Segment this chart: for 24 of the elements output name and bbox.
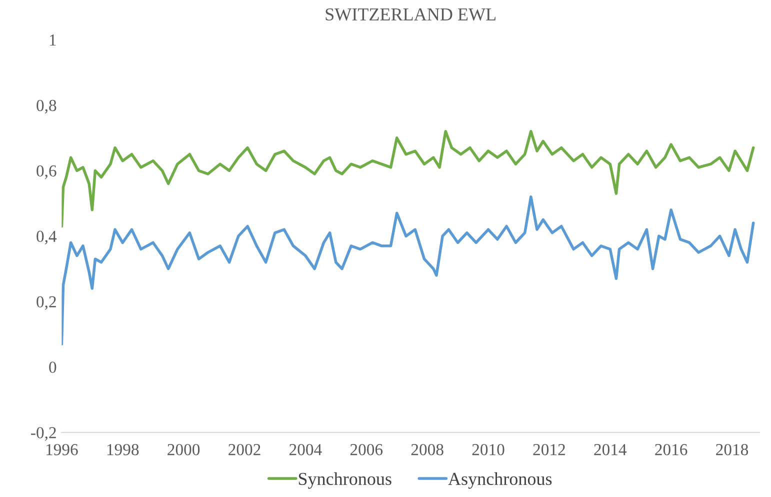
y-tick-label: 0,6 bbox=[36, 165, 56, 179]
x-tick-label: 1998 bbox=[107, 444, 139, 456]
x-tick-label: 2006 bbox=[350, 444, 383, 456]
x-tick-label: 2012 bbox=[533, 444, 565, 456]
x-tick-label: 2008 bbox=[411, 444, 444, 456]
y-tick-label: 0,4 bbox=[36, 230, 57, 244]
x-tick-label: 1996 bbox=[46, 444, 78, 456]
x-tick-label: 2000 bbox=[168, 444, 200, 456]
legend-label: Asynchronous bbox=[448, 472, 552, 489]
x-tick-label: 2002 bbox=[228, 444, 260, 456]
legend-label: Synchronous bbox=[298, 472, 392, 489]
x-tick-label: 2018 bbox=[716, 444, 748, 456]
y-tick-label: -0,2 bbox=[31, 427, 56, 441]
x-tick-label: 2004 bbox=[290, 444, 322, 456]
x-tick-label: 2010 bbox=[472, 444, 504, 456]
y-tick-label: 0 bbox=[49, 362, 56, 373]
y-tick-label: 1 bbox=[50, 34, 56, 46]
y-tick-label: 0,8 bbox=[36, 100, 56, 114]
y-tick-label: 0,2 bbox=[36, 296, 56, 310]
line-series bbox=[62, 130, 755, 228]
line-series bbox=[62, 195, 755, 346]
chart-title: SWITZERLAND EWL bbox=[326, 8, 496, 21]
x-tick-label: 2014 bbox=[594, 444, 627, 456]
x-tick-label: 2016 bbox=[655, 444, 688, 456]
